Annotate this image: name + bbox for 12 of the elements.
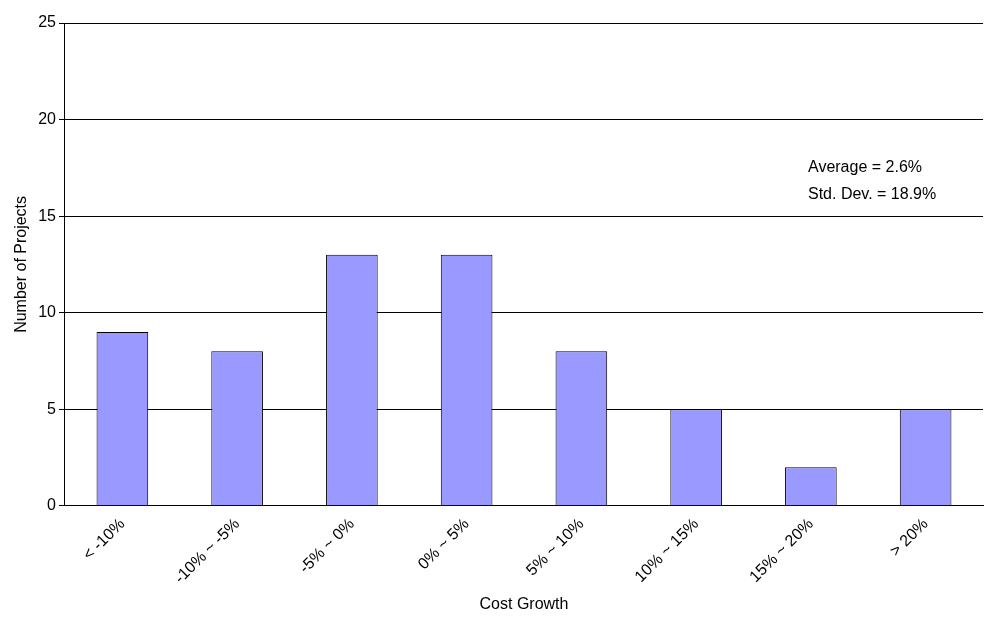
y-tick-label: 10 [38,303,57,321]
y-tick-label: 5 [47,399,57,417]
y-tick-label: 15 [38,206,57,224]
y-tick-label: 0 [47,496,57,514]
annotation: Average = 2.6% [808,158,923,176]
x-tick-label: -5% ~ 0% [295,514,358,577]
x-axis-title: Cost Growth [479,594,569,612]
y-tick-label: 25 [38,13,57,31]
x-tick-label: 0% ~ 5% [414,514,472,573]
y-axis-title: Number of Projects [12,195,30,333]
annotation: Std. Dev. = 18.9% [808,185,937,203]
y-tick-label: 20 [38,109,57,127]
